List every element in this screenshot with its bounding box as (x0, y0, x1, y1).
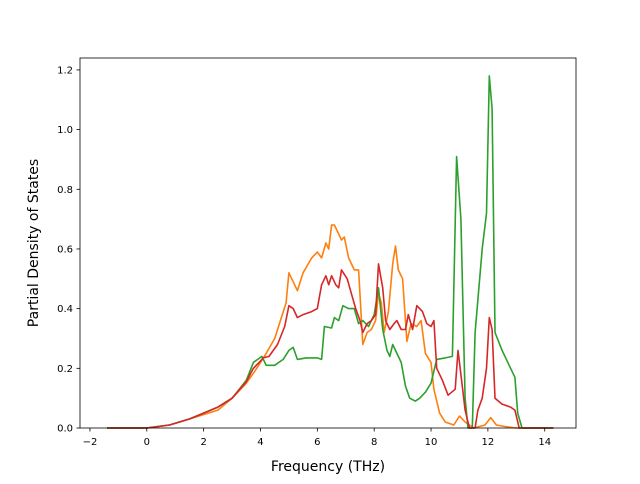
x-tick-label: 2 (200, 437, 206, 448)
x-tick-label: 12 (482, 437, 495, 448)
x-axis-label: Frequency (THz) (271, 459, 385, 475)
x-tick-label: −2 (83, 437, 98, 448)
y-tick-label: 1.0 (57, 125, 73, 136)
y-tick-label: 0.8 (57, 185, 73, 196)
y-tick-label: 0.2 (57, 364, 73, 375)
x-tick-label: 8 (371, 437, 377, 448)
series-line-2 (107, 75, 554, 429)
x-tick-label: 10 (425, 437, 438, 448)
x-tick-label: 4 (257, 437, 263, 448)
series-line-1 (107, 224, 554, 429)
y-axis-label: Partial Density of States (26, 159, 42, 327)
y-tick-label: 0.4 (57, 304, 73, 315)
x-tick-label: 14 (538, 437, 551, 448)
x-tick-label: 0 (144, 437, 150, 448)
x-tick-label: 6 (314, 437, 320, 448)
y-tick-label: 0.0 (57, 424, 73, 435)
y-tick-label: 0.6 (57, 244, 73, 255)
plot-frame (79, 57, 577, 429)
y-tick-label: 1.2 (57, 65, 73, 76)
axes-layer: −2 0 2 4 6 8 10 12 14 0.0 0.2 0.4 0.6 0.8 1.0 1.2 (57, 57, 577, 448)
